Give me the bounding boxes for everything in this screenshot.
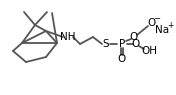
Text: O: O [132,39,140,49]
Text: O: O [148,18,156,28]
Text: OH: OH [141,46,157,56]
Text: NH: NH [60,32,76,42]
Text: +: + [167,21,173,30]
Text: −: − [153,15,161,23]
Text: Na: Na [155,25,169,35]
Text: P: P [119,39,125,49]
Text: O: O [130,32,138,42]
Text: S: S [103,39,109,49]
Text: O: O [118,54,126,64]
